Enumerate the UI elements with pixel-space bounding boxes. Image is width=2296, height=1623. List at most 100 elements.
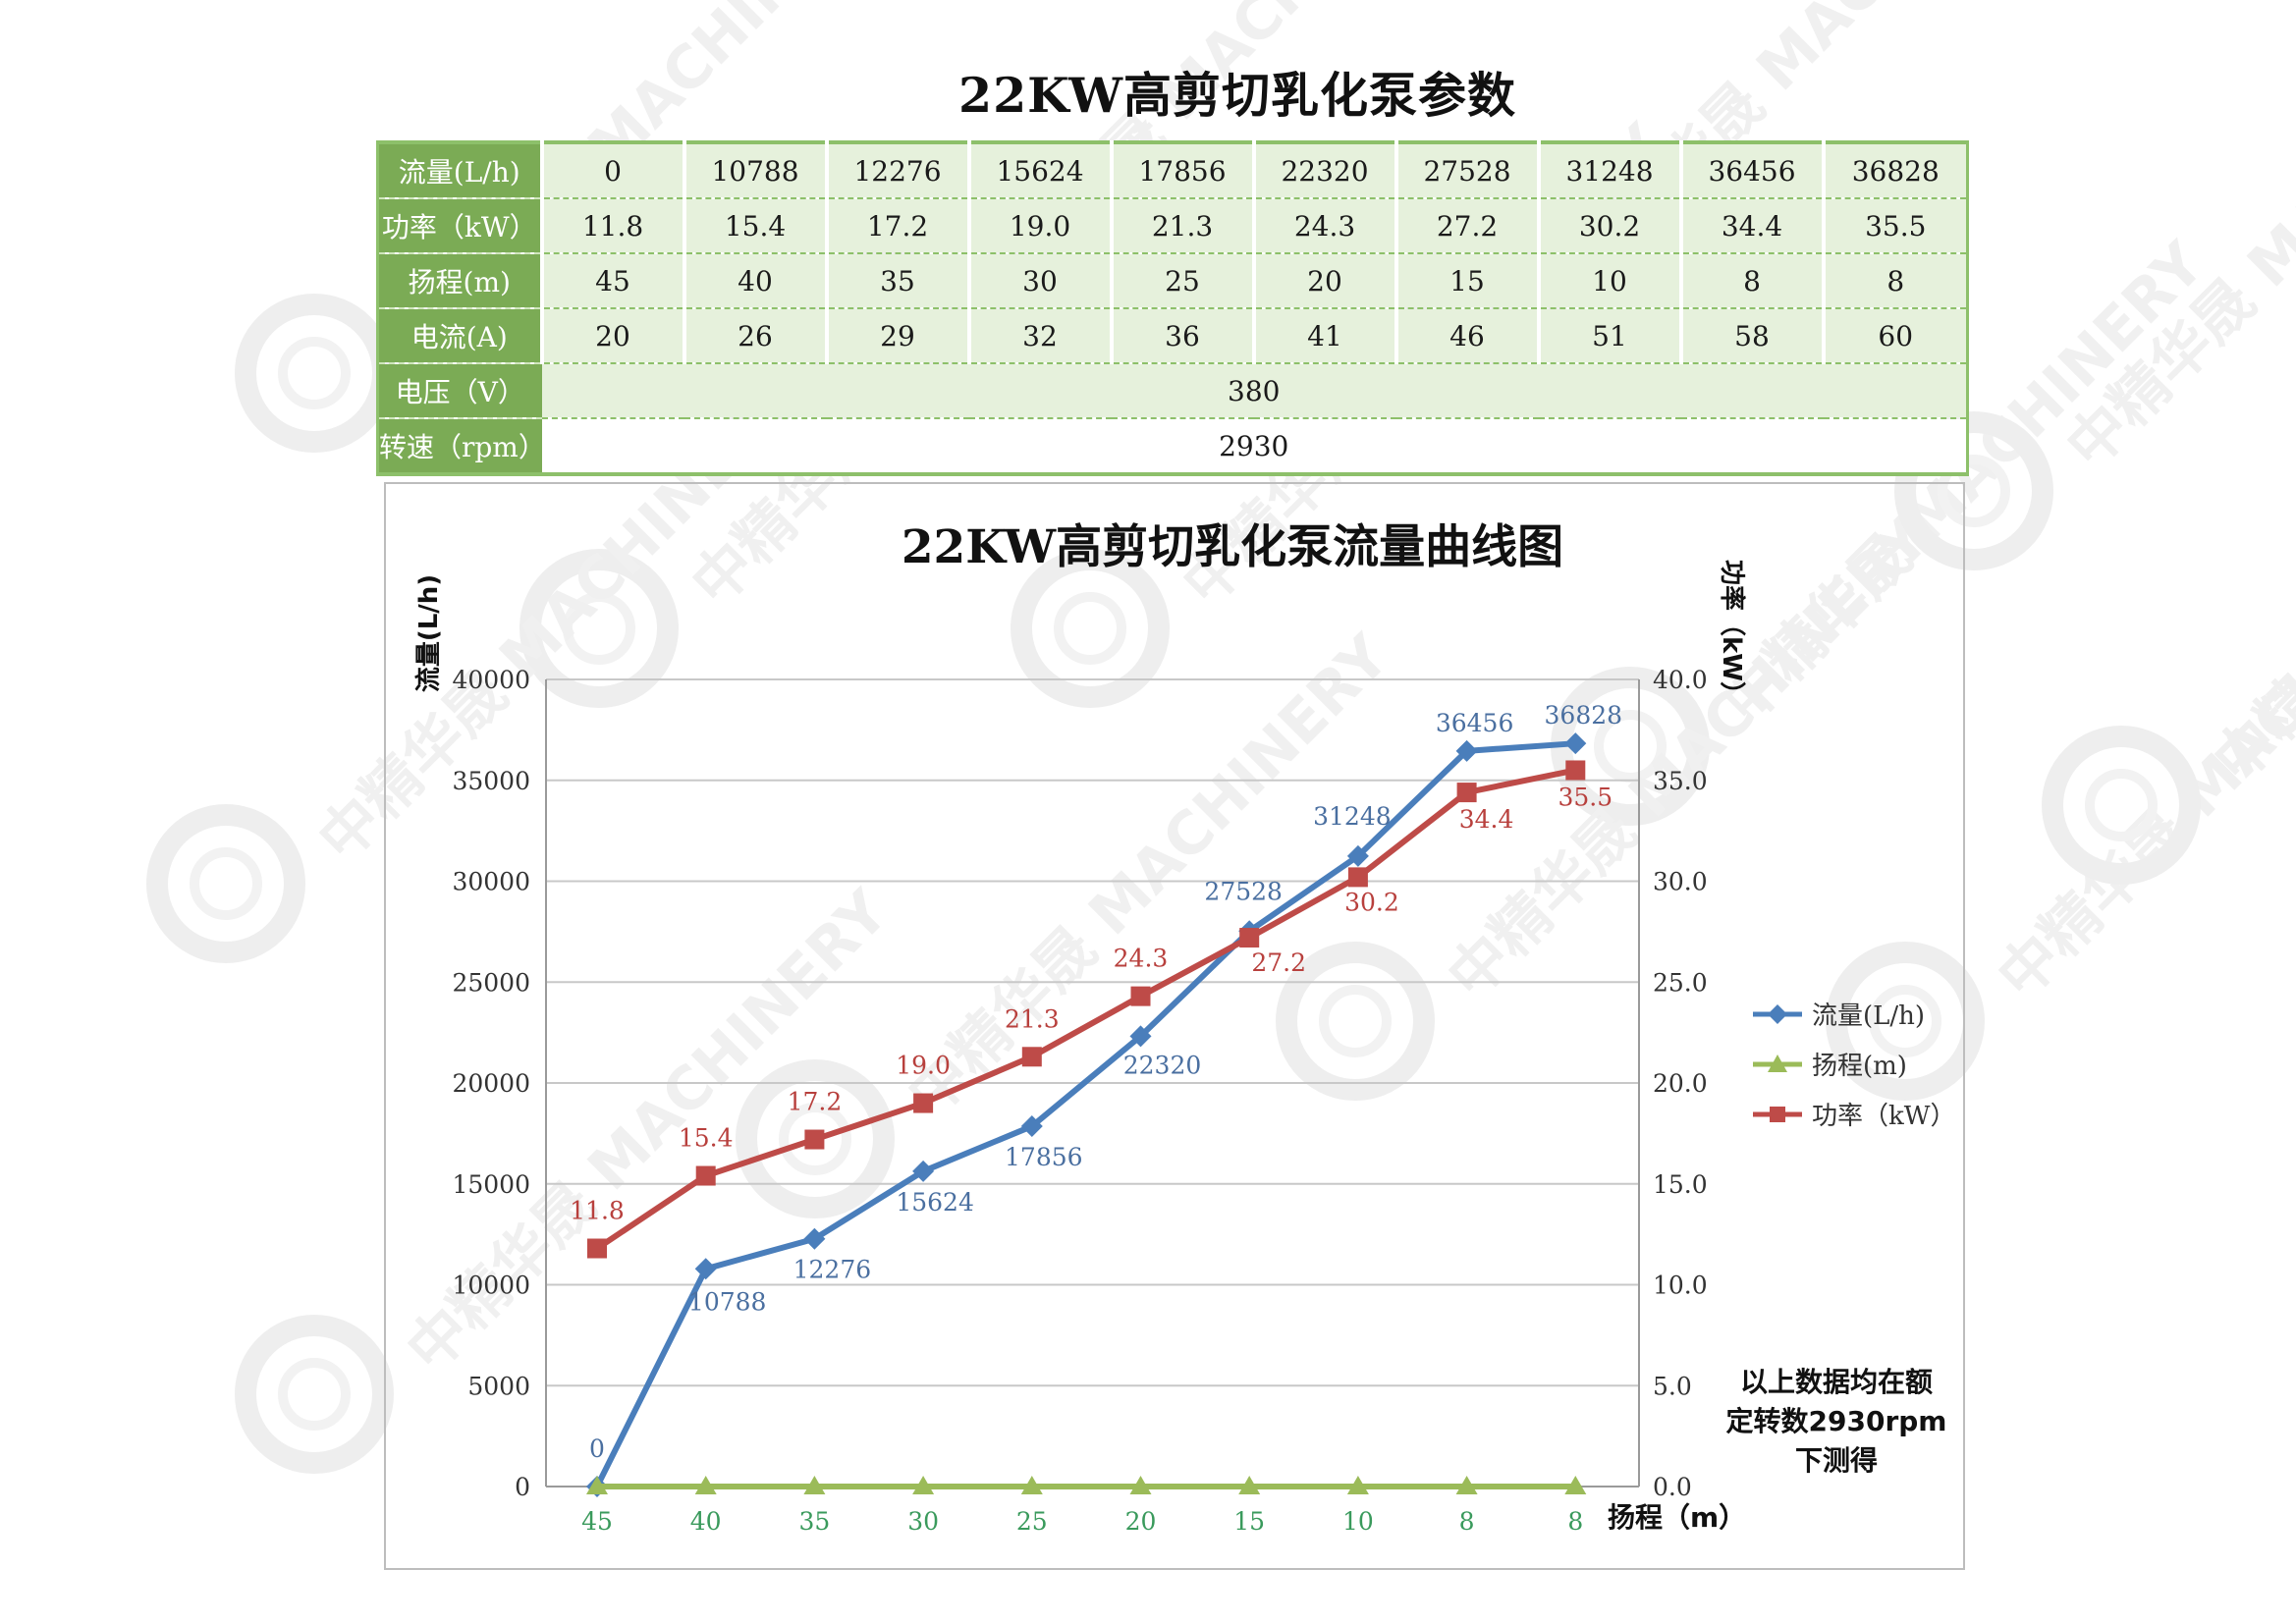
data-label: 21.3 [1005, 1004, 1060, 1033]
data-label: 36828 [1545, 701, 1623, 730]
cell-head: 15 [1394, 253, 1539, 309]
series-flow: 0 10788 12276 15624 17856 22320 27528 31248 3645… [586, 701, 1622, 1497]
cell-head: 8 [1821, 253, 1968, 309]
row-label-speed: 转速（rpm） [377, 418, 542, 475]
parameter-table-body: 流量(L/h) 0 10788 12276 15624 17856 22320 … [377, 142, 1968, 475]
watermark-gear [235, 294, 394, 453]
test-condition-note: 以上数据均在额 定转数2930rpm 下测得 [1714, 1363, 1959, 1481]
cell-flow: 0 [539, 142, 684, 199]
data-label: 36456 [1436, 709, 1514, 737]
y-right-tick-label: 35.0 [1653, 767, 1708, 795]
legend-label-head: 扬程(m) [1812, 1052, 1907, 1081]
watermark-gear [278, 1358, 351, 1431]
data-point [1129, 1476, 1152, 1494]
data-point [1130, 986, 1151, 1006]
cell-current: 51 [1536, 308, 1681, 364]
series-line [595, 767, 1576, 1252]
note-line: 下测得 [1794, 1444, 1878, 1477]
cell-power: 34.4 [1678, 198, 1824, 254]
data-label: 17.2 [788, 1088, 843, 1116]
row-label-head: 扬程(m) [377, 253, 542, 309]
row-label-power: 功率（kW） [377, 198, 542, 254]
series-layer: 0 10788 12276 15624 17856 22320 27528 31248 3645… [570, 701, 1622, 1497]
data-point [1564, 732, 1587, 755]
page-title: 22KW高剪切乳化泵参数 [957, 67, 1517, 124]
cell-power: 27.2 [1394, 198, 1539, 254]
table-row-head: 扬程(m) 45 40 35 30 25 20 15 10 8 8 [377, 253, 1968, 309]
data-label: 19.0 [896, 1052, 951, 1080]
x-tick-label: 8 [1567, 1507, 1583, 1536]
y-left-tick-label: 25000 [452, 968, 530, 997]
x-tick-label: 45 [581, 1507, 613, 1536]
cell-head: 40 [682, 253, 827, 309]
cell-flow: 12276 [824, 142, 969, 199]
legend-item-flow: 流量(L/h) [1753, 1001, 1925, 1031]
data-label: 15624 [896, 1188, 974, 1217]
watermark-gear [190, 847, 262, 920]
y-right-tick-label: 5.0 [1653, 1372, 1692, 1400]
cell-power: 35.5 [1821, 198, 1968, 254]
watermark-gear [278, 337, 351, 409]
x-tick-label: 15 [1233, 1507, 1265, 1536]
watermark-gear [2085, 769, 2158, 841]
cell-power: 15.4 [682, 198, 827, 254]
data-point [1347, 867, 1368, 888]
table-row-speed: 转速（rpm） 2930 [377, 418, 1968, 475]
data-point [695, 1165, 716, 1186]
data-point [912, 1160, 935, 1182]
series-head [586, 1476, 1587, 1494]
x-tick-label: 35 [798, 1507, 830, 1536]
y-left-tick-label: 10000 [452, 1271, 530, 1300]
parameter-table: 流量(L/h) 0 10788 12276 15624 17856 22320 … [376, 140, 1969, 476]
table-row-flow: 流量(L/h) 0 10788 12276 15624 17856 22320 … [377, 142, 1968, 199]
x-tick-label: 40 [690, 1507, 722, 1536]
data-point [1565, 760, 1586, 781]
data-label: 15.4 [679, 1124, 734, 1153]
data-label: 27.2 [1251, 948, 1306, 977]
y-right-tick-label: 10.0 [1653, 1271, 1708, 1300]
chart-frame: 22KW高剪切乳化泵流量曲线图 0 0.0 5000 5.0 10000 10.0 1500… [384, 482, 1965, 1570]
row-label-flow: 流量(L/h) [377, 142, 542, 199]
x-tick-label: 30 [907, 1507, 939, 1536]
data-point [913, 1093, 934, 1113]
data-label: 30.2 [1344, 888, 1399, 916]
data-label: 27528 [1204, 877, 1283, 905]
cell-current: 41 [1251, 308, 1396, 364]
cell-flow: 15624 [966, 142, 1112, 199]
data-point [1238, 1476, 1261, 1494]
y-left-tick-label: 20000 [452, 1069, 530, 1098]
cell-voltage: 380 [541, 363, 1968, 419]
data-label: 10788 [688, 1287, 767, 1316]
y-right-tick-label: 15.0 [1653, 1170, 1708, 1199]
cell-current: 36 [1109, 308, 1254, 364]
data-point [1239, 928, 1260, 948]
cell-current: 58 [1678, 308, 1824, 364]
x-tick-label: 8 [1459, 1507, 1475, 1536]
legend: 流量(L/h) 扬程(m) 功率（kW） [1753, 1001, 1955, 1131]
data-label: 11.8 [570, 1197, 625, 1225]
table-row-current: 电流(A) 20 26 29 32 36 41 46 51 58 60 [377, 308, 1968, 364]
watermark-gear [2042, 726, 2201, 885]
data-label: 24.3 [1114, 945, 1169, 973]
y-right-tick-label: 25.0 [1653, 968, 1708, 997]
cell-flow: 10788 [682, 142, 827, 199]
y-left-tick-label: 0 [515, 1473, 530, 1501]
y-left-tick-label: 40000 [452, 666, 530, 694]
cell-head: 25 [1109, 253, 1254, 309]
data-point [694, 1258, 717, 1280]
data-point [1564, 1476, 1587, 1494]
data-label: 31248 [1313, 802, 1392, 831]
x-axis-label: 扬程（m） [1608, 1501, 1746, 1534]
row-label-current: 电流(A) [377, 308, 542, 364]
watermark-gear [235, 1315, 394, 1474]
y-axis-right-label: 功率（kW） [1717, 560, 1747, 707]
watermark-text: 中精华晟 MACHINERY [2201, 287, 2296, 795]
y-right-tick-label: 0.0 [1653, 1473, 1692, 1501]
cell-current: 26 [682, 308, 827, 364]
watermark-gear [146, 804, 305, 963]
data-label: 0 [589, 1434, 605, 1463]
y-right-tick-label: 20.0 [1653, 1069, 1708, 1098]
cell-current: 20 [539, 308, 684, 364]
data-point [694, 1476, 717, 1494]
